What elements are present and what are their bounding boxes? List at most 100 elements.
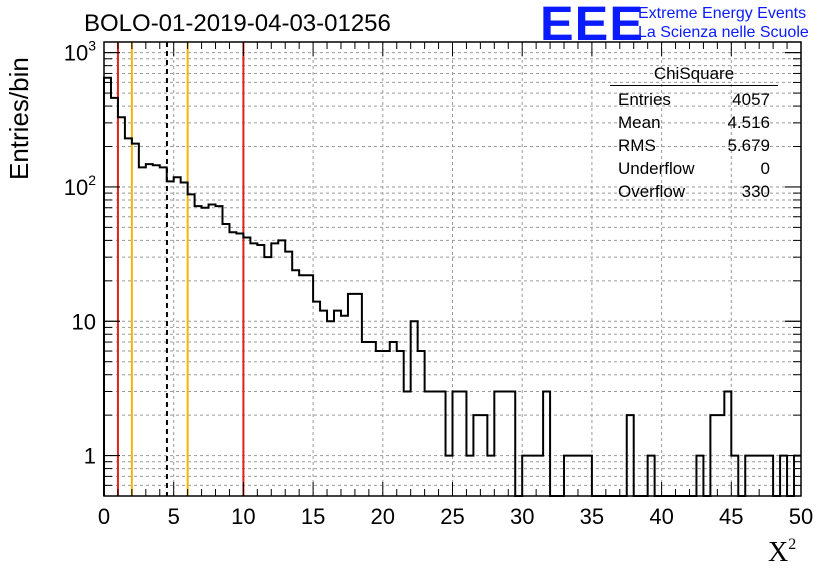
histogram-bin [780, 456, 787, 496]
histogram-bin [648, 456, 655, 496]
y-tick-label: 10 [72, 309, 96, 334]
histogram-bin [160, 167, 167, 496]
stats-row-mean: Mean 4.516 [610, 111, 778, 134]
x-tick-label: 0 [98, 504, 110, 529]
histogram-bin [146, 164, 153, 496]
x-tick-label: 15 [301, 504, 325, 529]
stats-value: 0 [760, 159, 770, 178]
histogram-bin [536, 456, 543, 496]
grid-lines [104, 42, 801, 496]
histogram-bin [292, 270, 299, 496]
histogram-bin [522, 456, 529, 496]
histogram-bin [759, 456, 766, 496]
histogram-bin [710, 415, 717, 496]
stats-label: Mean [618, 113, 661, 132]
histogram-bin [299, 275, 306, 496]
x-tick-label: 30 [510, 504, 534, 529]
histogram-bin [473, 415, 480, 496]
stats-value: 4057 [732, 90, 770, 109]
x-tick-label: 20 [371, 504, 395, 529]
histogram-bin [271, 243, 278, 496]
histogram-bin [453, 391, 460, 496]
histogram-bin [341, 316, 348, 496]
histogram-bin [202, 208, 209, 496]
stats-label: RMS [618, 136, 656, 155]
histogram-bin [229, 232, 236, 496]
histogram-bin [487, 456, 494, 496]
histogram-bin [543, 391, 550, 496]
histogram-bin [731, 456, 738, 496]
histogram-bin [181, 182, 188, 496]
histogram-bin [174, 177, 181, 496]
histogram-bin [264, 257, 271, 496]
stats-box: ChiSquare Entries 4057 Mean 4.516 RMS 5.679… [610, 64, 778, 203]
histogram-bin [278, 240, 285, 496]
histogram-bin [397, 351, 404, 496]
stats-label: Overflow [618, 182, 686, 201]
y-axis-label: Entries/bin [4, 57, 34, 180]
stats-title: ChiSquare [610, 64, 778, 86]
axis-ticks [103, 42, 802, 496]
histogram-bin [334, 311, 341, 496]
histogram-bin [446, 456, 453, 496]
histogram-bin [132, 144, 139, 496]
eee-logo: EEE [540, 0, 644, 51]
histogram-bin [508, 391, 515, 496]
histogram-bin [118, 117, 125, 496]
stats-label: Underflow [618, 159, 695, 178]
histogram-bin [236, 234, 243, 496]
histogram-bin [285, 252, 292, 496]
histogram-bin [216, 206, 223, 496]
x-axis-label-base: X [768, 537, 789, 568]
x-tick-label: 50 [789, 504, 813, 529]
histogram-bin [167, 181, 174, 496]
histogram-bin [480, 415, 487, 496]
histogram-bin [320, 311, 327, 496]
x-tick-label: 40 [649, 504, 673, 529]
histogram-bin [627, 415, 634, 496]
histogram-bin [327, 321, 334, 496]
y-tick-label: 102 [64, 172, 96, 200]
x-tick-label: 35 [580, 504, 604, 529]
stats-row-entries: Entries 4057 [610, 88, 778, 111]
histogram-bin [717, 415, 724, 496]
stats-row-underflow: Underflow 0 [610, 157, 778, 180]
chart-title: BOLO-01-2019-04-03-01256 [84, 10, 391, 37]
histogram-bin [313, 302, 320, 496]
histogram-bin [383, 351, 390, 496]
x-tick-label: 45 [719, 504, 743, 529]
histogram-bin [188, 194, 195, 496]
histogram-bin [425, 391, 432, 496]
stats-value: 4.516 [727, 113, 770, 132]
tick-labels: 0 5 10 15 20 25 30 35 40 45 50 1 10 102 103 [64, 38, 814, 529]
histogram-bin [369, 342, 376, 496]
stats-value: 5.679 [727, 136, 770, 155]
histogram-bin [355, 294, 362, 496]
histogram-bin [125, 138, 132, 496]
histogram-bin [222, 224, 229, 496]
histogram-bin [501, 391, 508, 496]
stats-row-overflow: Overflow 330 [610, 180, 778, 203]
histogram-bin [696, 456, 703, 496]
y-tick-label: 1 [84, 444, 96, 469]
x-tick-label: 5 [168, 504, 180, 529]
histogram-bin [494, 391, 501, 496]
stats-value: 330 [741, 182, 770, 201]
histogram-bin [153, 165, 160, 496]
x-axis-label: X2 [768, 536, 796, 569]
histogram-bin [466, 456, 473, 496]
histogram-bin [585, 456, 592, 496]
x-tick-label: 10 [231, 504, 255, 529]
histogram-bin [390, 342, 397, 496]
histogram-bin [564, 456, 571, 496]
histogram-bin [766, 456, 773, 496]
histogram-bin [578, 456, 585, 496]
histogram-bin [209, 205, 216, 496]
x-axis-label-exponent: 2 [788, 536, 797, 553]
histogram-bin [439, 391, 446, 496]
histogram-bin [418, 351, 425, 496]
stats-label: Entries [618, 90, 671, 109]
histogram-bin [411, 321, 418, 496]
histogram-bin [104, 78, 111, 496]
